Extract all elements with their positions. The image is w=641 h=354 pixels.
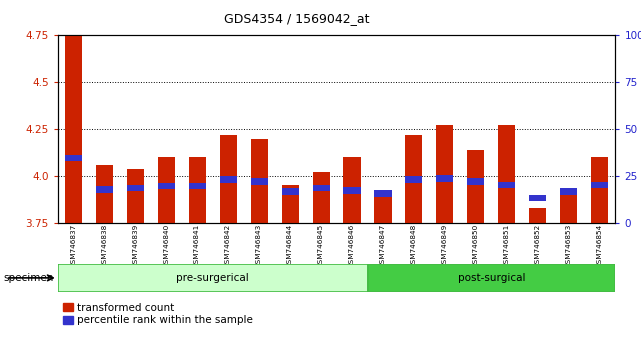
Text: GSM746845: GSM746845	[318, 224, 324, 268]
Text: GSM746841: GSM746841	[194, 224, 200, 268]
Text: GSM746837: GSM746837	[70, 224, 76, 268]
Text: specimen: specimen	[3, 273, 54, 283]
Bar	[367, 264, 615, 292]
Bar	[313, 172, 329, 223]
Bar	[65, 155, 81, 161]
Bar	[251, 178, 267, 184]
Bar	[374, 191, 392, 223]
Bar	[188, 183, 206, 189]
Bar	[529, 208, 546, 223]
Text: GSM746844: GSM746844	[287, 224, 293, 268]
Bar	[220, 176, 237, 183]
Bar	[220, 135, 237, 223]
Bar	[437, 175, 453, 182]
Bar	[592, 158, 608, 223]
Text: GSM746838: GSM746838	[101, 224, 107, 268]
Bar	[65, 35, 81, 223]
Bar	[313, 184, 329, 191]
Bar	[499, 125, 515, 223]
Text: GSM746854: GSM746854	[597, 224, 603, 268]
Bar	[158, 183, 174, 189]
Text: GSM746843: GSM746843	[256, 224, 262, 268]
Text: GSM746849: GSM746849	[442, 224, 448, 268]
Text: pre-surgerical: pre-surgerical	[176, 273, 249, 283]
Text: post-surgical: post-surgical	[458, 273, 525, 283]
Text: GSM746852: GSM746852	[535, 224, 541, 268]
Text: GSM746853: GSM746853	[566, 224, 572, 268]
Bar	[251, 138, 267, 223]
Legend: transformed count, percentile rank within the sample: transformed count, percentile rank withi…	[63, 303, 253, 325]
Bar	[406, 135, 422, 223]
Bar	[188, 158, 206, 223]
Text: GSM746850: GSM746850	[473, 224, 479, 268]
Bar	[560, 188, 578, 195]
Bar	[406, 176, 422, 183]
Bar	[344, 158, 360, 223]
Text: GSM746840: GSM746840	[163, 224, 169, 268]
Bar	[281, 188, 299, 195]
Bar	[467, 150, 485, 223]
Bar	[281, 185, 299, 223]
Text: GSM746846: GSM746846	[349, 224, 355, 268]
Text: GSM746842: GSM746842	[225, 224, 231, 268]
Bar	[58, 264, 367, 292]
Text: GSM746847: GSM746847	[380, 224, 386, 268]
Bar	[499, 182, 515, 188]
Text: GDS4354 / 1569042_at: GDS4354 / 1569042_at	[224, 12, 370, 25]
Bar	[127, 169, 144, 223]
Bar	[96, 165, 113, 223]
Bar	[467, 178, 485, 184]
Bar	[158, 158, 174, 223]
Bar	[437, 125, 453, 223]
Bar	[127, 184, 144, 191]
Text: GSM746851: GSM746851	[504, 224, 510, 268]
Text: GSM746848: GSM746848	[411, 224, 417, 268]
Bar	[96, 187, 113, 193]
Text: GSM746839: GSM746839	[132, 224, 138, 268]
Bar	[529, 195, 546, 201]
Bar	[560, 191, 578, 223]
Bar	[592, 182, 608, 188]
Bar	[344, 187, 360, 194]
Bar	[374, 190, 392, 197]
